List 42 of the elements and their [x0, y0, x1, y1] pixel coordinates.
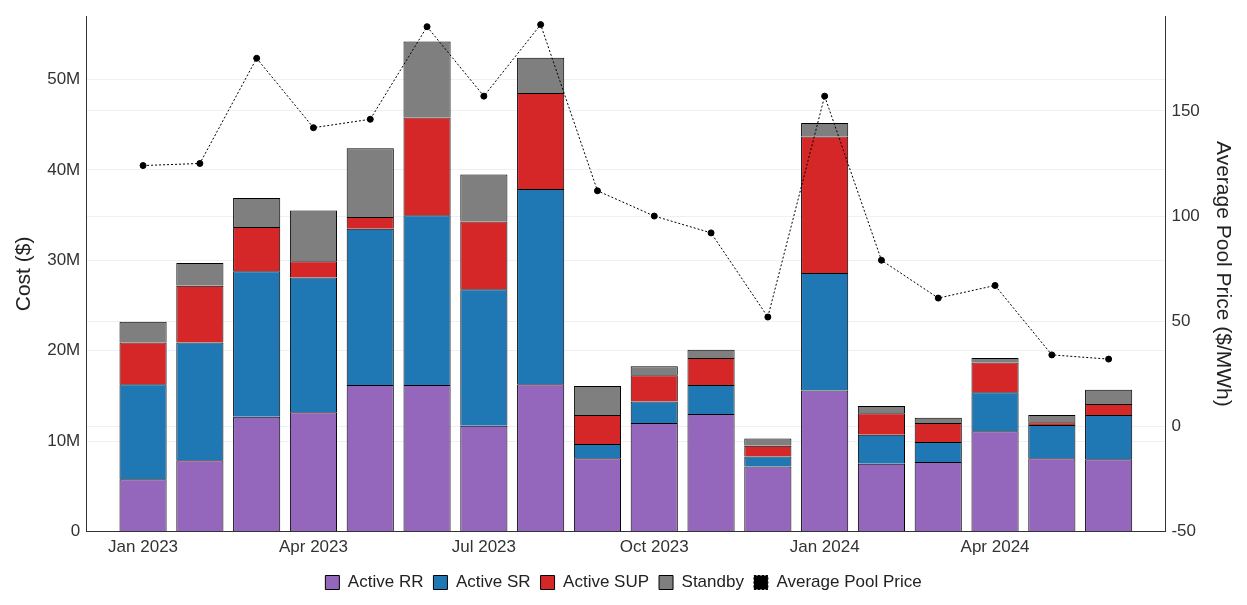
x-tick-label: Apr 2023 [278, 537, 348, 557]
y2-tick-label: 150 [1171, 100, 1200, 120]
point [253, 54, 261, 62]
x-tick-label: Apr 2024 [960, 537, 1030, 557]
point [650, 212, 658, 220]
x-tick-label: Jul 2023 [451, 537, 516, 557]
y-tick-label: 40M [47, 159, 81, 179]
y2-tick-label: -50 [1171, 521, 1197, 541]
legend-label: Average Pool Price [776, 572, 922, 592]
point [877, 256, 885, 264]
y-tick-label: 10M [47, 430, 81, 450]
point [139, 162, 147, 170]
y2-tick-label: 100 [1171, 205, 1200, 225]
point [821, 92, 829, 100]
y-tick-label: 30M [47, 250, 81, 270]
y2-tick-label: 50 [1171, 310, 1191, 330]
legend-label: Standby [681, 572, 745, 592]
point [1048, 351, 1056, 359]
legend-label: Active SUP [563, 572, 650, 592]
point [423, 23, 431, 31]
y-tick-label: 50M [47, 69, 81, 89]
y-tick-label: 20M [47, 340, 81, 360]
point [593, 187, 601, 195]
legend-label: Active SR [455, 572, 531, 592]
point [991, 281, 999, 289]
point [196, 159, 204, 167]
y2-axis-title: Average Pool Price ($/MWh) [1212, 141, 1236, 407]
point [934, 294, 942, 302]
point [480, 92, 488, 100]
point [537, 21, 545, 29]
point [366, 115, 374, 123]
point [707, 229, 715, 237]
y-tick-label: 0 [70, 521, 81, 541]
x-tick-label: Jan 2023 [108, 537, 179, 557]
x-tick-label: Jan 2024 [789, 537, 860, 557]
legend-label: Active RR [347, 572, 424, 592]
point [764, 313, 772, 321]
point [1105, 355, 1113, 363]
point [309, 124, 317, 132]
x-tick-label: Oct 2023 [619, 537, 689, 557]
y-axis-title: Cost ($) [11, 236, 35, 312]
y2-tick-label: 0 [1171, 416, 1181, 436]
